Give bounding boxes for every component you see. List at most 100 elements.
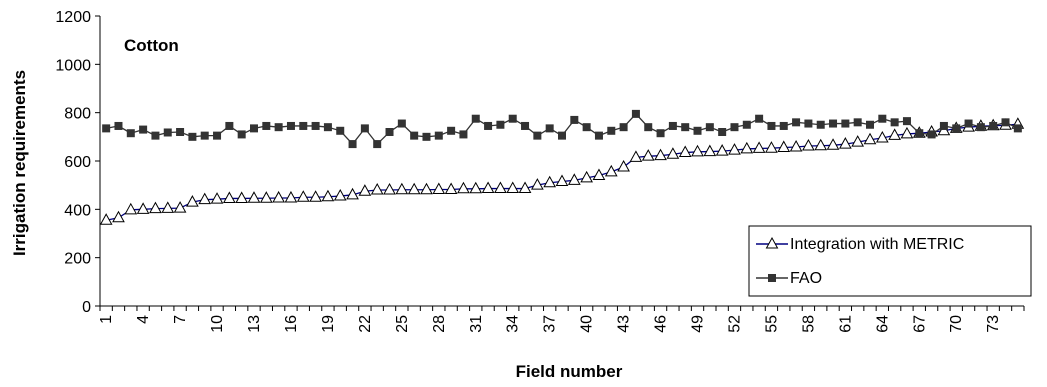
x-tick-label: 34 <box>505 315 522 333</box>
data-point-fao <box>262 121 271 130</box>
x-tick-label: 28 <box>431 315 448 333</box>
x-tick-label: 49 <box>690 315 707 333</box>
data-point-fao <box>360 124 369 133</box>
data-point-fao <box>126 129 135 138</box>
data-point-metric <box>654 148 667 161</box>
data-point-metric <box>136 202 150 214</box>
data-point-metric <box>247 191 261 203</box>
data-point-metric <box>309 190 322 202</box>
data-point-fao <box>274 123 283 132</box>
data-point-metric <box>715 144 729 156</box>
data-point-fao <box>286 121 295 130</box>
data-point-fao <box>200 131 209 140</box>
data-point-metric <box>580 170 593 183</box>
data-point-metric <box>223 191 236 203</box>
data-point-fao <box>188 132 197 141</box>
data-point-metric <box>272 190 285 203</box>
legend-box <box>748 225 1032 297</box>
data-point-fao <box>693 126 702 135</box>
data-point-fao <box>213 131 222 140</box>
y-tick-label: 600 <box>64 154 91 171</box>
data-point-fao <box>668 121 677 130</box>
data-point-metric <box>284 190 298 203</box>
data-point-metric <box>432 182 446 195</box>
x-tick-label: 70 <box>948 315 965 333</box>
data-point-metric <box>296 190 310 202</box>
data-point-fao <box>718 128 727 136</box>
data-point-metric <box>383 182 396 195</box>
data-point-fao <box>336 126 345 135</box>
legend-marker-fao <box>768 274 776 282</box>
data-point-fao <box>755 114 764 123</box>
x-tick-label: 16 <box>283 315 300 333</box>
data-point-fao <box>545 124 554 133</box>
data-point-metric <box>765 141 778 153</box>
data-point-fao <box>742 120 751 129</box>
data-point-metric <box>543 175 557 188</box>
x-tick-label: 19 <box>320 315 337 333</box>
x-tick-label: 1 <box>98 315 115 324</box>
data-point-fao <box>816 120 825 129</box>
data-point-fao <box>1001 118 1010 127</box>
data-point-metric <box>678 145 692 158</box>
data-point-metric <box>888 128 901 140</box>
data-point-fao <box>237 130 246 139</box>
data-point-fao <box>151 131 160 140</box>
data-point-metric <box>259 191 273 203</box>
x-tick-label: 55 <box>763 315 780 333</box>
data-point-metric <box>851 135 865 147</box>
x-tick-label: 67 <box>911 315 928 333</box>
x-tick-label: 13 <box>246 315 263 333</box>
data-point-metric <box>617 160 630 172</box>
data-point-fao <box>299 121 308 130</box>
data-point-metric <box>173 201 187 213</box>
data-point-metric <box>703 144 717 157</box>
data-point-metric <box>186 195 199 207</box>
data-point-fao <box>681 123 690 132</box>
data-point-metric <box>210 192 224 204</box>
data-point-fao <box>496 120 505 129</box>
data-point-fao <box>323 123 332 132</box>
data-point-metric <box>777 140 791 152</box>
data-point-fao <box>902 117 911 126</box>
data-point-fao <box>989 121 998 130</box>
data-point-metric <box>481 181 495 194</box>
data-point-metric <box>875 131 889 143</box>
data-point-fao <box>508 114 517 123</box>
data-point-fao <box>767 121 776 130</box>
data-point-metric <box>863 132 877 145</box>
data-point-fao <box>939 121 948 130</box>
y-tick-label: 400 <box>64 202 91 219</box>
y-tick-label: 1200 <box>55 9 91 26</box>
data-point-fao <box>484 121 493 130</box>
data-point-fao <box>397 119 406 128</box>
x-tick-label: 58 <box>800 315 817 333</box>
x-axis-title: Field number <box>516 362 623 381</box>
data-point-fao <box>656 129 665 138</box>
x-tick-label: 4 <box>135 315 152 324</box>
data-point-metric <box>666 147 680 159</box>
data-point-fao <box>521 121 530 130</box>
data-point-metric <box>112 210 125 223</box>
data-point-fao <box>373 140 382 149</box>
series-layer <box>99 109 1025 225</box>
data-point-fao <box>866 120 874 129</box>
data-point-fao <box>102 124 111 133</box>
data-point-metric <box>420 182 433 195</box>
data-point-fao <box>1013 124 1022 133</box>
data-point-metric <box>839 137 852 149</box>
data-point-metric <box>321 189 335 202</box>
data-point-fao <box>459 130 468 139</box>
y-tick-label: 200 <box>64 251 91 268</box>
data-point-metric <box>604 164 618 177</box>
x-tick-label: 10 <box>209 315 226 333</box>
data-point-fao <box>311 121 320 130</box>
data-point-fao <box>841 119 850 128</box>
axes-layer: 0 200 400 600 800 1000 1200 1 4 7 10 13 16 19 22 25 28 31… <box>55 9 1025 333</box>
data-point-metric <box>506 181 520 194</box>
data-point-fao <box>927 130 936 139</box>
data-point-fao <box>779 121 788 130</box>
data-point-fao <box>705 123 714 132</box>
data-point-fao <box>890 118 899 127</box>
data-point-fao <box>471 114 480 123</box>
